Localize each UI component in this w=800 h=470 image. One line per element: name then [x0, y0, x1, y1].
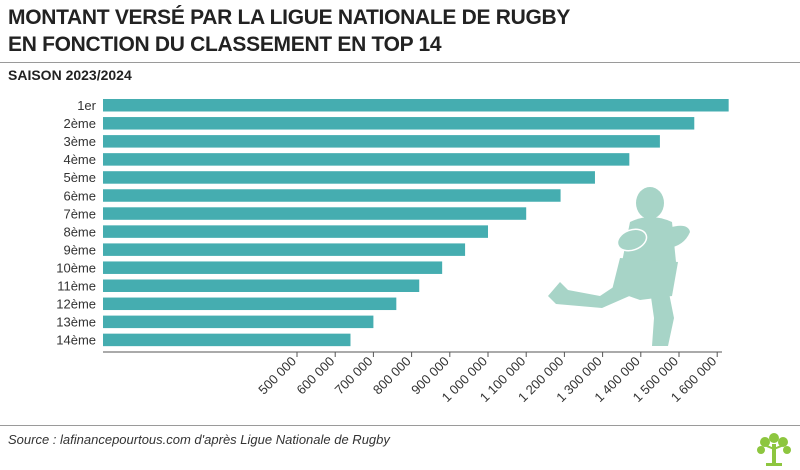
- category-label-14: 14ème: [56, 333, 96, 348]
- player-leg-back: [548, 282, 634, 308]
- source-note: Source : lafinancepourtous.com d'après L…: [8, 432, 390, 447]
- bar-6: [103, 189, 561, 202]
- category-label-8: 8ème: [63, 224, 96, 239]
- category-label-7: 7ème: [63, 206, 96, 221]
- x-tick-label-3: 700 000: [332, 354, 376, 398]
- category-label-12: 12ème: [56, 297, 96, 312]
- x-axis: [103, 351, 722, 357]
- tree-logo-icon: [757, 433, 791, 466]
- player-head: [636, 187, 664, 219]
- chart-title-line-2: EN FONCTION DU CLASSEMENT EN TOP 14: [8, 33, 442, 56]
- bar-2: [103, 117, 695, 130]
- top-divider: [0, 62, 800, 63]
- chart-title-line-1: MONTANT VERSÉ PAR LA LIGUE NATIONALE DE …: [8, 6, 571, 29]
- chart-subtitle: SAISON 2023/2024: [8, 67, 132, 83]
- bar-1: [103, 99, 729, 112]
- bar-11: [103, 279, 420, 292]
- bar-13: [103, 315, 374, 329]
- x-tick-label-2: 600 000: [293, 354, 337, 398]
- category-label-4: 4ème: [63, 152, 96, 167]
- bar-12: [103, 297, 397, 311]
- category-label-3: 3ème: [63, 134, 96, 149]
- category-label-6: 6ème: [63, 188, 96, 203]
- bar-9: [103, 243, 466, 256]
- bar-4: [103, 153, 630, 166]
- bar-5: [103, 171, 595, 184]
- bar-7: [103, 207, 527, 220]
- bottom-divider: [0, 425, 800, 426]
- category-label-5: 5ème: [63, 170, 96, 185]
- bar-14: [103, 333, 351, 347]
- category-label-2: 2ème: [63, 116, 96, 131]
- category-label-10: 10ème: [56, 260, 96, 275]
- bar-10: [103, 261, 443, 274]
- bar-3: [103, 135, 660, 148]
- category-label-13: 13ème: [56, 315, 96, 330]
- player-leg-front: [650, 288, 674, 346]
- category-label-11: 11ème: [57, 279, 96, 294]
- chart-title: MONTANT VERSÉ PAR LA LIGUE NATIONALE DE …: [8, 4, 708, 58]
- rugby-ball: [616, 228, 648, 252]
- x-tick-label-1: 500 000: [255, 354, 299, 398]
- category-labels-group: 1er 2ème 3ème 4ème 5ème 6ème 7ème 8ème 9ème 10ème…: [56, 98, 96, 348]
- bar-8: [103, 225, 488, 238]
- category-label-1: 1er: [77, 98, 96, 113]
- rugby-player-illustration: [548, 187, 690, 346]
- x-tick-label-4: 800 000: [370, 354, 414, 398]
- category-label-9: 9ème: [63, 242, 96, 257]
- bars-group: [103, 99, 729, 347]
- player-arm-front: [668, 225, 690, 248]
